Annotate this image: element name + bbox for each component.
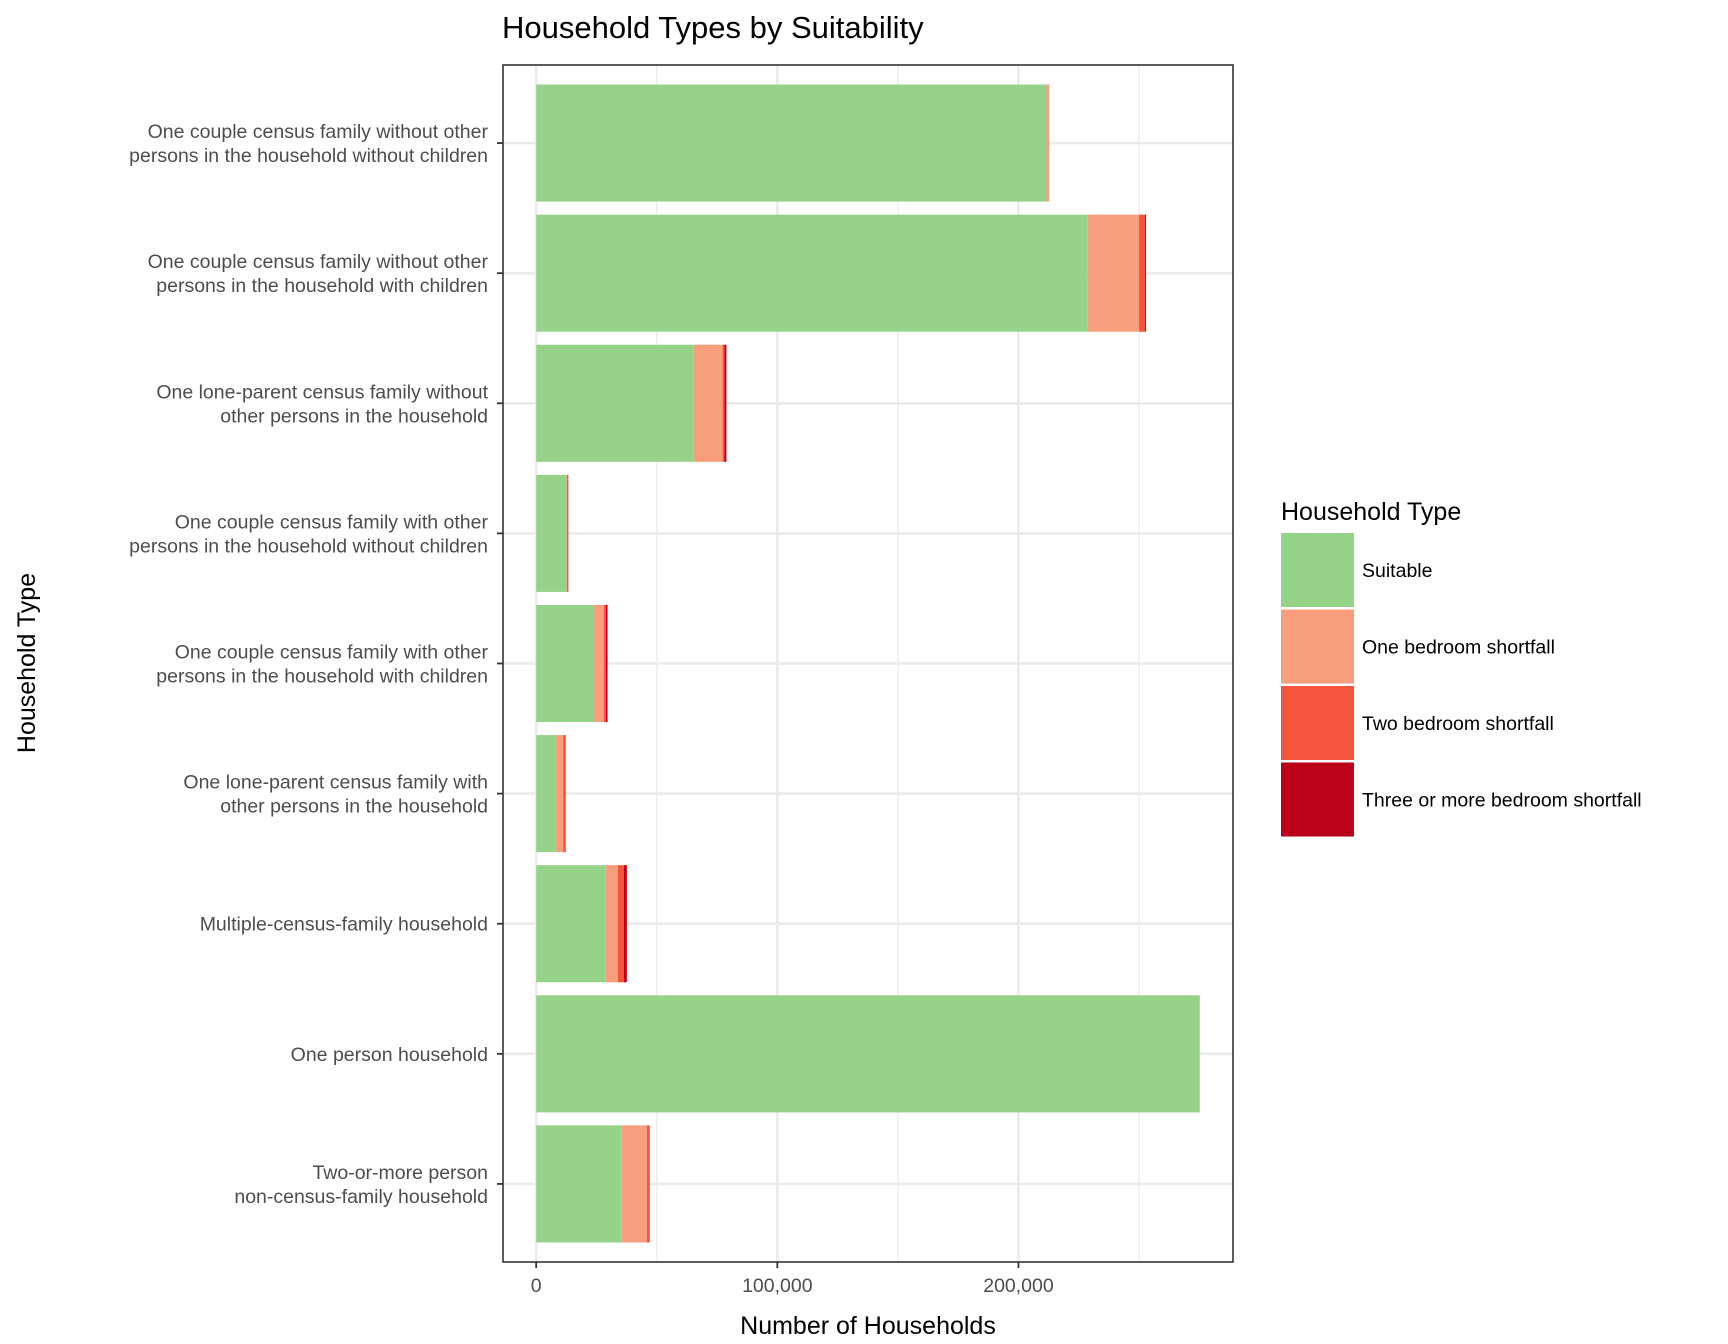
- bar-segment-two-bedroom-shortfall: [1139, 214, 1146, 332]
- bar-segment-two-bedroom-shortfall: [603, 604, 606, 723]
- x-axis-title: Number of Households: [740, 1312, 996, 1340]
- bar-segment-one-bedroom-shortfall: [1087, 214, 1140, 332]
- y-tick-label: One couple census family without other: [148, 251, 489, 273]
- legend-key-three-or-more-bedroom-shortfall: [1281, 762, 1354, 837]
- bar-segment-suitable: [536, 344, 694, 462]
- y-tick-label: One person household: [291, 1044, 488, 1066]
- y-tick-label: non-census-family household: [234, 1186, 488, 1208]
- legend-label: Suitable: [1362, 560, 1432, 582]
- bar-segment-three-or-more-bedroom-shortfall: [605, 604, 608, 723]
- x-tick-label: 200,000: [983, 1275, 1054, 1297]
- y-tick-label: Two-or-more person: [312, 1162, 488, 1184]
- bar-segment-three-or-more-bedroom-shortfall: [724, 344, 727, 462]
- bar-segment-suitable: [536, 1125, 622, 1243]
- y-tick-label: persons in the household without childre…: [129, 535, 488, 557]
- legend-title: Household Type: [1281, 498, 1461, 526]
- bar-segment-three-or-more-bedroom-shortfall: [623, 865, 627, 983]
- bar-segment-suitable: [536, 604, 595, 723]
- y-tick-label: other persons in the household: [220, 796, 488, 818]
- bar-segment-suitable: [536, 865, 606, 983]
- bars: [536, 84, 1200, 1243]
- bar-segment-two-bedroom-shortfall: [646, 1125, 649, 1243]
- bar-segment-suitable: [536, 995, 1200, 1113]
- y-tick-label: One couple census family with other: [175, 642, 489, 664]
- bar-segment-one-bedroom-shortfall: [555, 735, 564, 853]
- bar-segment-three-or-more-bedroom-shortfall: [648, 1125, 650, 1243]
- legend-key-two-bedroom-shortfall: [1281, 686, 1354, 760]
- legend: Household Type Suitable One bedroom short…: [1281, 498, 1642, 837]
- bar-segment-suitable: [536, 84, 1047, 202]
- x-tick-label: 100,000: [742, 1275, 813, 1297]
- y-tick-label: persons in the household with children: [156, 666, 488, 688]
- bar-segment-two-bedroom-shortfall: [563, 735, 566, 853]
- bar-segment-suitable: [536, 735, 556, 853]
- y-tick-label: One lone-parent census family with: [183, 772, 488, 794]
- y-tick-label: One couple census family without other: [148, 121, 489, 143]
- legend-label: Three or more bedroom shortfall: [1362, 790, 1642, 812]
- bar-segment-two-bedroom-shortfall: [722, 344, 725, 462]
- y-axis-title: Household Type: [13, 573, 41, 753]
- legend-label: Two bedroom shortfall: [1362, 713, 1554, 735]
- bar-segment-one-bedroom-shortfall: [605, 865, 618, 983]
- y-tick-label: other persons in the household: [220, 405, 488, 427]
- bar-segment-suitable: [536, 214, 1088, 332]
- y-tick-label: persons in the household without childre…: [129, 145, 488, 167]
- bar-segment-one-bedroom-shortfall: [693, 344, 723, 462]
- legend-key-suitable: [1281, 533, 1354, 607]
- legend-items: Suitable One bedroom shortfall Two bedroom…: [1281, 533, 1642, 837]
- bar-segment-suitable: [536, 474, 567, 592]
- y-tick-label: Multiple-census-family household: [200, 914, 488, 936]
- bar-segment-one-bedroom-shortfall: [566, 474, 568, 592]
- bar-segment-two-bedroom-shortfall: [567, 474, 568, 592]
- bar-segment-three-or-more-bedroom-shortfall: [1145, 214, 1147, 332]
- bar-segment-three-or-more-bedroom-shortfall: [567, 474, 569, 592]
- legend-label: One bedroom shortfall: [1362, 637, 1555, 659]
- x-axis: 0 100,000 200,000: [531, 1262, 1054, 1297]
- legend-key-one-bedroom-shortfall: [1281, 609, 1354, 684]
- y-tick-label: One couple census family with other: [175, 511, 489, 533]
- y-axis: One couple census family without otherpe…: [129, 121, 503, 1208]
- bar-segment-one-bedroom-shortfall: [1046, 84, 1050, 202]
- y-tick-label: persons in the household with children: [156, 275, 488, 297]
- bar-segment-one-bedroom-shortfall: [594, 604, 604, 723]
- bar-segment-one-bedroom-shortfall: [621, 1125, 647, 1243]
- chart-title: Household Types by Suitability: [502, 10, 924, 45]
- y-tick-label: One lone-parent census family without: [156, 381, 488, 403]
- bar-segment-two-bedroom-shortfall: [617, 865, 624, 983]
- x-tick-label: 0: [531, 1275, 542, 1297]
